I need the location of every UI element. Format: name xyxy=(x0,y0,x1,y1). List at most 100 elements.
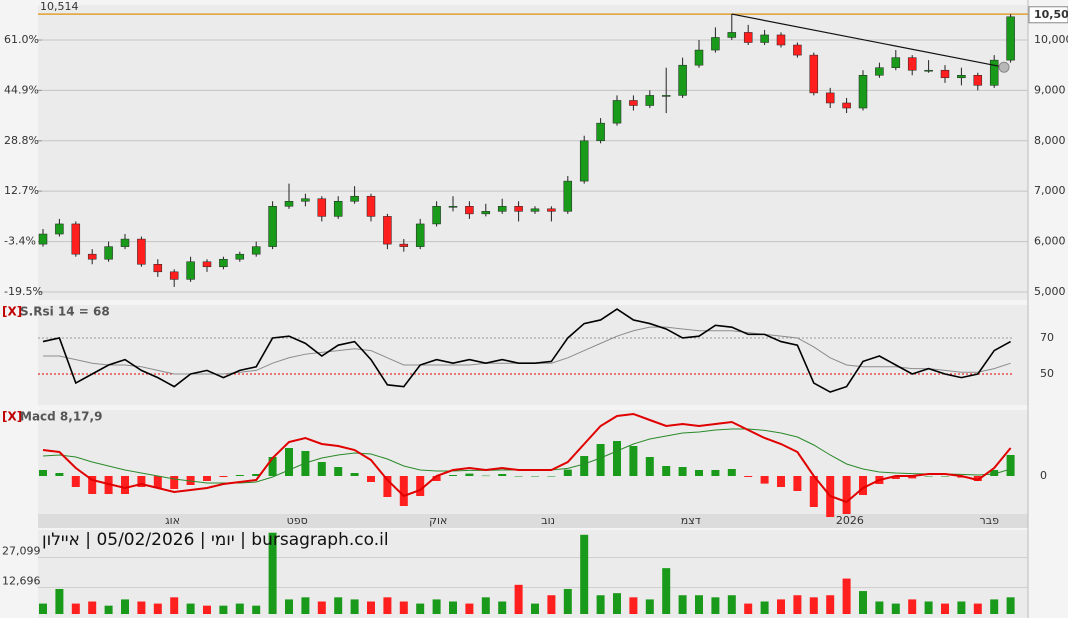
candle-body xyxy=(530,208,540,212)
volume-bar xyxy=(268,532,277,614)
histogram-bar xyxy=(908,476,917,479)
volume-bar xyxy=(678,595,687,614)
candle-body xyxy=(169,271,179,280)
volume-bar xyxy=(695,595,703,614)
histogram-bar xyxy=(695,470,703,476)
y-tick-label: 9,000 xyxy=(1034,83,1066,96)
volume-bar xyxy=(547,595,556,614)
histogram-bar xyxy=(678,467,687,476)
candle-body xyxy=(104,246,113,260)
volume-bar xyxy=(350,599,359,614)
panel-title: S.Rsi 14 = 68 xyxy=(20,305,110,319)
candle-body xyxy=(186,261,195,280)
candle-body xyxy=(235,253,245,260)
candle-body xyxy=(366,195,376,217)
volume-bar xyxy=(121,599,129,614)
volume-bar xyxy=(859,591,867,614)
last-price-label: 10,500 xyxy=(1034,8,1068,21)
histogram-bar xyxy=(744,476,753,477)
histogram-bar xyxy=(88,476,97,494)
volume-bar xyxy=(432,599,441,614)
volume-bar xyxy=(645,599,654,614)
histogram-bar xyxy=(71,476,80,487)
candle-body xyxy=(251,246,261,255)
candle-body xyxy=(301,198,310,202)
histogram-bar xyxy=(252,474,261,476)
histogram-bar xyxy=(399,476,408,506)
volume-bar xyxy=(252,605,261,614)
close-button: [X] xyxy=(2,305,22,319)
histogram-bar xyxy=(891,476,900,479)
histogram-bar xyxy=(809,476,818,507)
candle-body xyxy=(858,75,868,109)
histogram-bar xyxy=(153,476,162,488)
volume-bar xyxy=(153,603,162,614)
candle-body xyxy=(907,57,917,71)
volume-bar xyxy=(219,605,228,614)
candle-body xyxy=(793,44,802,56)
volume-bar xyxy=(301,597,310,614)
candle-body xyxy=(727,32,737,38)
candle-body xyxy=(973,75,983,86)
volume-bar xyxy=(777,599,785,614)
histogram-bar xyxy=(137,476,146,487)
y2-tick-label: 61.0% xyxy=(4,33,39,46)
candle-body xyxy=(694,49,704,66)
histogram-bar xyxy=(203,476,211,481)
candle-body xyxy=(1006,16,1015,61)
y2-tick-label: -19.5% xyxy=(4,285,43,298)
histogram-bar xyxy=(973,476,982,481)
candle-body xyxy=(153,264,163,273)
candle-body xyxy=(596,122,605,142)
histogram-bar xyxy=(416,476,425,496)
candle-body xyxy=(661,95,671,97)
volume-bar xyxy=(170,597,179,614)
candle-body xyxy=(891,57,901,68)
y-tick-label: 0 xyxy=(1040,469,1047,482)
volume-bar xyxy=(514,584,523,614)
y-tick-label: 5,000 xyxy=(1034,285,1066,298)
histogram-bar xyxy=(924,476,933,477)
volume-bar xyxy=(580,534,589,614)
volume-bar xyxy=(88,601,97,614)
x-tick-label: אוק xyxy=(429,514,447,527)
volume-bar xyxy=(285,599,293,614)
volume-bar xyxy=(990,599,999,614)
histogram-bar xyxy=(842,476,851,514)
candle-body xyxy=(825,92,835,104)
volume-bar xyxy=(711,597,720,614)
volume-bar xyxy=(383,597,392,614)
panel-title: Macd 8,17,9 xyxy=(20,410,102,424)
rsi-panel xyxy=(38,305,1028,405)
volume-bar xyxy=(334,597,343,614)
histogram-bar xyxy=(547,476,556,477)
candle-body xyxy=(678,64,687,96)
histogram-bar xyxy=(498,474,507,476)
volume-bar xyxy=(809,597,818,614)
histogram-bar xyxy=(334,467,343,476)
histogram-bar xyxy=(367,476,375,482)
y2-tick-label: 12.7% xyxy=(4,184,39,197)
candle-body xyxy=(547,208,556,212)
volume-bar xyxy=(367,601,375,614)
histogram-bar xyxy=(760,476,769,484)
histogram-bar xyxy=(580,456,589,476)
volume-bar xyxy=(629,597,638,614)
y-tick-label: 6,000 xyxy=(1034,235,1066,248)
y-tick-label: 50 xyxy=(1040,367,1054,380)
candle-body xyxy=(957,75,966,79)
last-price-box xyxy=(1028,6,1068,24)
histogram-bar xyxy=(219,476,228,477)
close-button: [X] xyxy=(2,410,22,424)
histogram-bar xyxy=(793,476,802,491)
x-tick-label: ספט xyxy=(287,514,308,527)
histogram-bar xyxy=(941,476,949,477)
x-tick-label: אוג xyxy=(165,514,180,527)
histogram-bar xyxy=(235,475,244,476)
volume-bar xyxy=(662,568,671,614)
histogram-bar xyxy=(990,470,999,476)
x-tick-label: פבר xyxy=(980,514,1000,527)
price-panel xyxy=(38,5,1028,300)
